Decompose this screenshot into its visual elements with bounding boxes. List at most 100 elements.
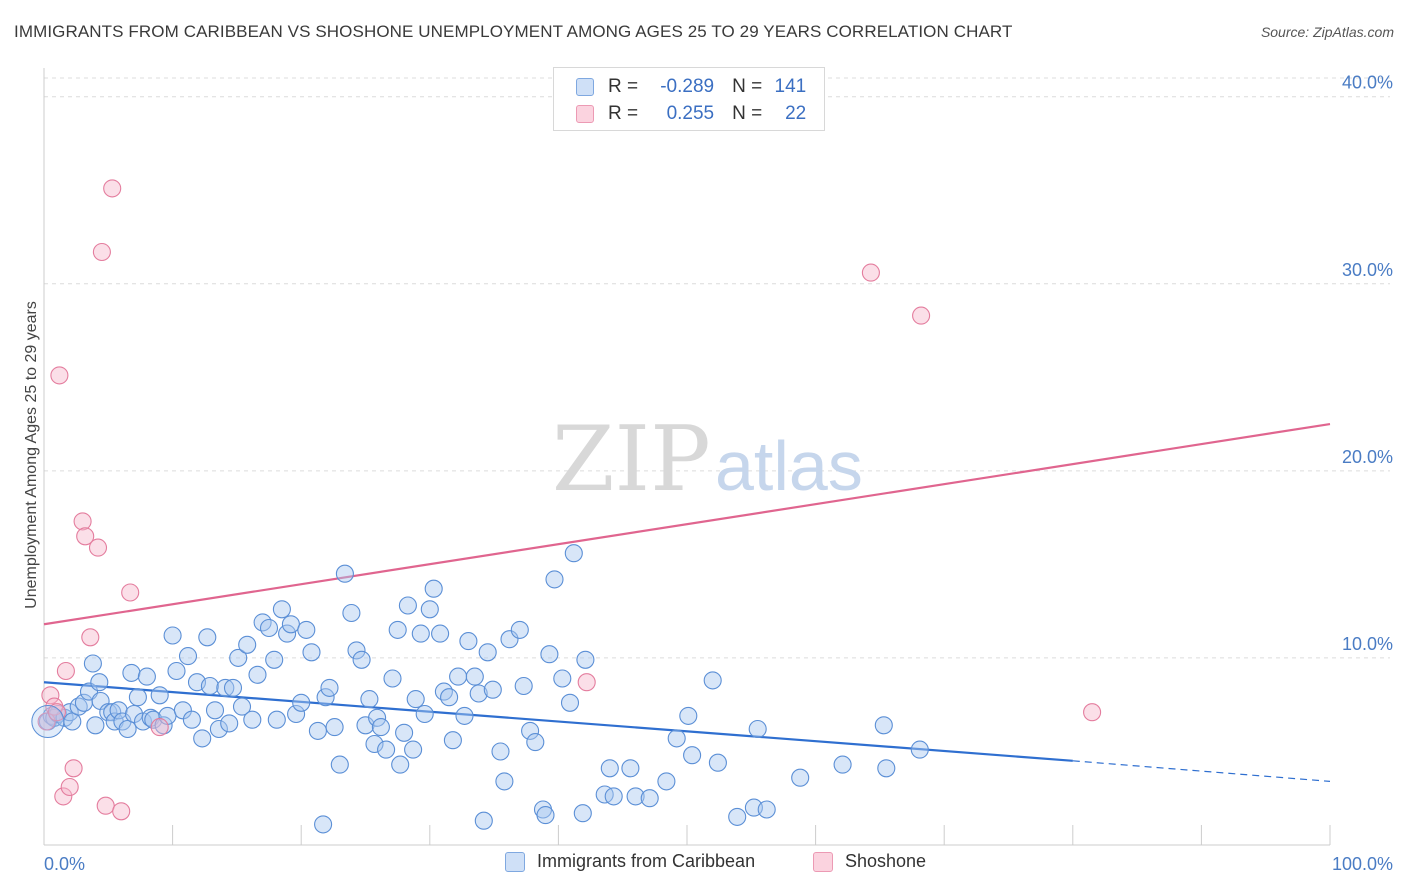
data-point bbox=[708, 753, 727, 772]
data-point bbox=[478, 643, 497, 662]
data-point bbox=[398, 596, 417, 615]
data-point bbox=[292, 693, 311, 712]
data-point bbox=[47, 703, 66, 722]
r-value: -0.289 bbox=[660, 76, 715, 97]
data-point bbox=[391, 755, 410, 774]
n-label: N = bbox=[732, 76, 763, 97]
data-point bbox=[500, 630, 519, 649]
data-point bbox=[443, 731, 462, 750]
data-point bbox=[96, 796, 115, 815]
trend-line-shoshone bbox=[43, 422, 1331, 626]
data-point bbox=[912, 306, 931, 325]
swatch-shoshone bbox=[576, 105, 594, 123]
data-point bbox=[360, 690, 379, 709]
data-point bbox=[278, 624, 297, 643]
data-point bbox=[297, 620, 316, 639]
data-point bbox=[406, 690, 425, 709]
data-points bbox=[31, 179, 1102, 834]
data-point bbox=[287, 704, 306, 724]
x-tick-label-max: 100.0% bbox=[1332, 854, 1393, 874]
legend-label-caribbean: Immigrants from Caribbean bbox=[537, 851, 756, 871]
legend-item-shoshone[interactable]: Shoshone bbox=[813, 851, 926, 872]
data-point bbox=[383, 669, 402, 688]
data-point bbox=[112, 802, 131, 821]
data-point bbox=[600, 759, 619, 778]
data-point bbox=[1083, 703, 1102, 722]
stats-row-shoshone: R = 0.255 N = 22 bbox=[576, 102, 806, 126]
data-point bbox=[248, 665, 267, 684]
data-point bbox=[365, 734, 384, 754]
data-point bbox=[621, 759, 640, 778]
data-point bbox=[121, 583, 140, 602]
data-point bbox=[144, 710, 163, 729]
data-point bbox=[748, 719, 767, 739]
data-point-cluster bbox=[31, 705, 65, 739]
data-point bbox=[229, 648, 248, 667]
y-tick-label: 30.0% bbox=[1342, 260, 1393, 280]
data-point bbox=[193, 729, 212, 748]
data-point bbox=[424, 579, 443, 598]
data-point bbox=[833, 755, 852, 774]
data-point bbox=[342, 603, 361, 623]
data-point bbox=[223, 678, 243, 697]
data-point bbox=[335, 564, 354, 583]
data-point bbox=[576, 650, 595, 669]
data-point bbox=[54, 787, 73, 806]
data-point bbox=[220, 714, 239, 733]
data-point bbox=[182, 710, 201, 729]
series-shoshone bbox=[37, 179, 1102, 821]
n-value: 141 bbox=[774, 76, 807, 97]
data-point bbox=[679, 706, 698, 725]
data-point bbox=[243, 710, 262, 729]
n-label: N = bbox=[732, 103, 763, 124]
data-point bbox=[703, 671, 722, 690]
data-point bbox=[595, 785, 614, 804]
legend-swatch-caribbean bbox=[505, 851, 525, 872]
data-point bbox=[281, 615, 300, 634]
data-point bbox=[90, 673, 109, 692]
series-legend: Immigrants from Caribbean Shoshone bbox=[0, 851, 1406, 877]
legend-label-shoshone: Shoshone bbox=[845, 851, 927, 871]
data-point bbox=[118, 719, 137, 739]
data-point bbox=[469, 684, 488, 703]
data-point bbox=[455, 706, 474, 725]
data-point bbox=[238, 635, 257, 654]
data-point bbox=[316, 688, 335, 707]
data-point bbox=[564, 544, 583, 563]
data-point bbox=[877, 759, 896, 778]
data-point bbox=[449, 667, 468, 686]
data-point bbox=[540, 645, 559, 664]
data-point bbox=[560, 693, 580, 712]
data-point bbox=[209, 719, 228, 739]
data-point bbox=[88, 538, 108, 557]
data-point bbox=[657, 772, 676, 791]
r-label: R = bbox=[608, 76, 639, 97]
trend-line-extension bbox=[1072, 760, 1331, 782]
data-point bbox=[37, 712, 56, 731]
data-point bbox=[308, 721, 327, 740]
data-point bbox=[73, 512, 92, 531]
data-point bbox=[483, 680, 502, 699]
data-point bbox=[420, 600, 439, 619]
data-point bbox=[604, 787, 623, 806]
stats-legend: R = -0.289 N = 141 R = 0.255 N = 22 bbox=[553, 67, 825, 131]
data-point bbox=[167, 661, 186, 681]
data-point bbox=[150, 686, 169, 705]
legend-swatch-shoshone bbox=[813, 851, 833, 872]
data-point bbox=[347, 641, 366, 660]
y-tick-label: 40.0% bbox=[1342, 73, 1393, 93]
data-point bbox=[757, 800, 776, 819]
data-point bbox=[320, 678, 339, 697]
data-point bbox=[683, 746, 702, 765]
data-point bbox=[50, 366, 69, 385]
source-credit: Source: ZipAtlas.com bbox=[1260, 24, 1394, 40]
r-value: 0.255 bbox=[666, 103, 715, 124]
legend-item-caribbean[interactable]: Immigrants from Caribbean bbox=[505, 851, 755, 872]
axes bbox=[43, 68, 1331, 846]
data-point bbox=[465, 667, 484, 686]
x-tick-label-min: 0.0% bbox=[44, 854, 85, 874]
data-point bbox=[861, 263, 880, 282]
data-point bbox=[514, 676, 533, 696]
data-point bbox=[76, 527, 95, 546]
data-point bbox=[521, 721, 540, 740]
